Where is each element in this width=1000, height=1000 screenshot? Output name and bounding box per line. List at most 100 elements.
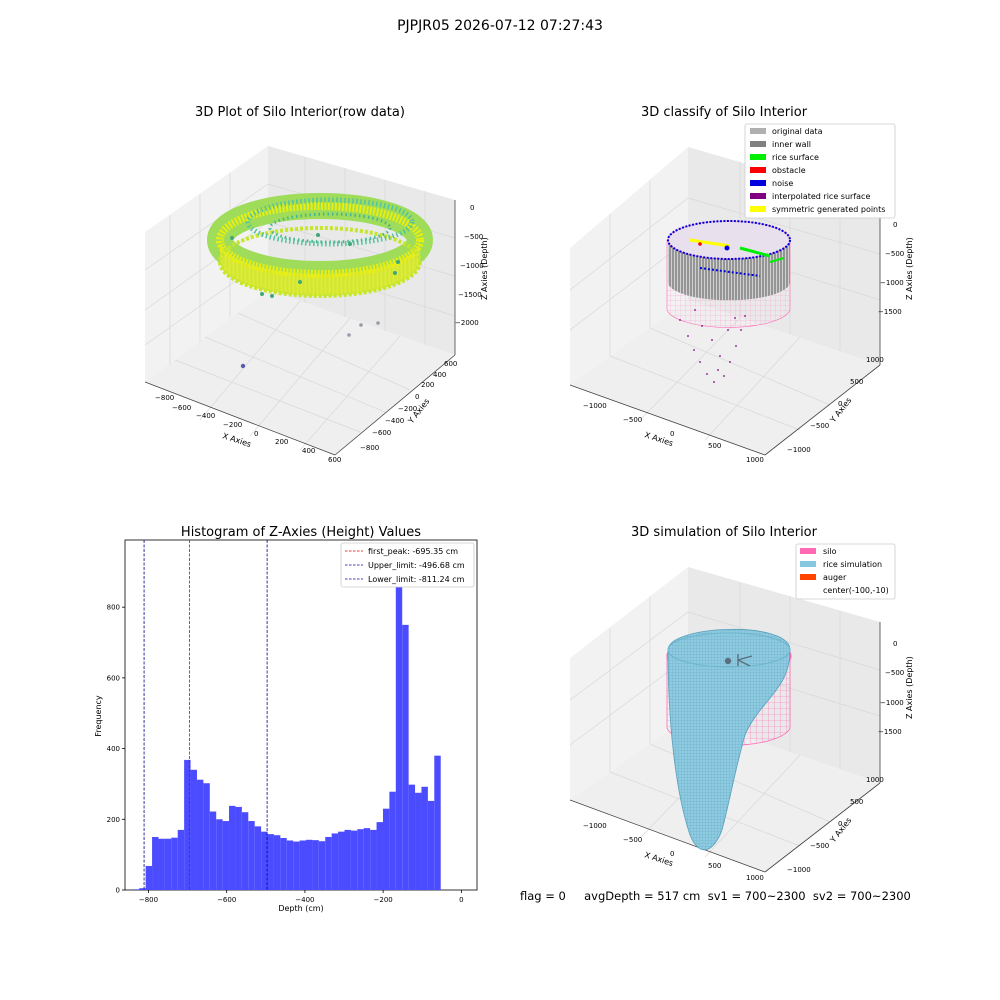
hist-bar	[286, 840, 294, 890]
hist-bar	[325, 836, 332, 890]
svg-text:600: 600	[444, 360, 457, 368]
svg-text:−500: −500	[810, 422, 829, 430]
hist-bar	[350, 830, 358, 890]
hist-y-tick-label: 0	[116, 887, 120, 895]
hist-legend-upper: Upper_limit: -496.68 cm	[368, 561, 465, 570]
hist-x-tick-label: −400	[295, 896, 314, 904]
svg-text:−1500: −1500	[458, 291, 482, 299]
svg-text:200: 200	[421, 381, 434, 389]
svg-text:−1000: −1000	[460, 262, 484, 270]
hist-bar	[338, 831, 345, 890]
legend-swatch-symmetric	[750, 206, 766, 212]
legend-swatch-rice-surface	[750, 154, 766, 160]
legend-symmetric: symmetric generated points	[772, 205, 885, 214]
svg-text:500: 500	[708, 862, 721, 870]
raw-x-label: X Axies	[221, 431, 252, 449]
hist-bar	[402, 624, 409, 890]
panel-classify: 3D classify of Silo Interior	[569, 105, 914, 464]
panel-sim-title: 3D simulation of Silo Interior	[631, 525, 818, 540]
hist-title: Histogram of Z-Axies (Height) Values	[181, 525, 421, 540]
svg-text:0: 0	[670, 850, 674, 858]
hist-bar	[382, 808, 390, 890]
hist-bar	[415, 792, 422, 890]
panel-classify-title: 3D classify of Silo Interior	[641, 105, 808, 120]
legend-original: original data	[772, 127, 823, 136]
classify-legend: original data inner wall rice surface ob…	[744, 123, 896, 219]
hist-x-ticks: −800 −600 −400 −200 0	[139, 890, 464, 904]
hist-bar	[421, 786, 428, 890]
svg-text:−1000: −1000	[880, 279, 904, 287]
svg-text:−1500: −1500	[878, 728, 902, 736]
hist-bar	[344, 829, 351, 890]
sim-legend-swatch-rice	[800, 561, 816, 567]
sim-auger-marker	[724, 654, 753, 667]
svg-text:−1500: −1500	[878, 308, 902, 316]
hist-bar	[190, 769, 197, 890]
hist-x-tick-label: −600	[217, 896, 236, 904]
hist-bar	[306, 839, 313, 890]
sim-legend-rice: rice simulation	[823, 560, 882, 569]
classify-inner-wall	[668, 240, 790, 301]
hist-bar	[427, 800, 435, 890]
svg-text:500: 500	[850, 798, 863, 806]
svg-text:−400: −400	[385, 417, 404, 425]
panel-simulation: 3D simulation of Silo Interior	[569, 525, 914, 882]
raw-z-ticks: 0 −500 −1000 −1500 −2000	[455, 204, 484, 327]
svg-text:−500: −500	[885, 250, 904, 258]
svg-text:−600: −600	[172, 404, 191, 412]
svg-text:600: 600	[328, 456, 341, 464]
hist-x-tick-label: −200	[374, 896, 393, 904]
svg-text:−400: −400	[196, 412, 215, 420]
hist-bar	[229, 805, 236, 890]
hist-bar	[164, 838, 172, 890]
hist-bar	[216, 819, 223, 890]
hist-bar	[184, 759, 191, 890]
hist-y-label: Frequency	[94, 695, 103, 737]
sim-legend-swatch-silo	[800, 548, 816, 554]
classify-noise-ring	[667, 220, 791, 260]
legend-swatch-obstacle	[750, 167, 766, 173]
svg-text:−600: −600	[372, 429, 391, 437]
raw-floor-pane	[145, 290, 455, 455]
hist-bar	[254, 826, 262, 890]
svg-text:500: 500	[850, 378, 863, 386]
hist-x-label: Depth (cm)	[278, 904, 323, 913]
svg-text:1000: 1000	[866, 356, 884, 364]
hist-y-tick-label: 400	[107, 745, 120, 753]
hist-bar	[280, 838, 287, 890]
svg-text:−1000: −1000	[787, 446, 811, 454]
sim-z-ticks: 0 −500 −1000 −1500	[878, 640, 904, 736]
hist-bar	[261, 831, 268, 890]
sim-legend-auger: auger	[823, 573, 847, 582]
hist-bar	[209, 811, 217, 890]
legend-inner-wall: inner wall	[772, 140, 811, 149]
hist-bar	[235, 806, 242, 890]
svg-text:1000: 1000	[746, 456, 764, 464]
sim-rice-surface	[667, 628, 791, 851]
svg-text:0: 0	[670, 430, 674, 438]
classify-y-ticks: 1000 500 0 −500 −1000	[787, 356, 884, 454]
hist-bar	[312, 840, 319, 890]
hist-legend-lower: Lower_limit: -811.24 cm	[368, 575, 465, 584]
legend-swatch-original	[750, 128, 766, 134]
sim-legend: silo rice simulation auger center(-100,-…	[795, 543, 896, 600]
hist-bar	[241, 812, 249, 890]
svg-text:−500: −500	[623, 416, 642, 424]
legend-interpolated: interpolated rice surface	[772, 192, 870, 201]
raw-x-ticks: −800 −600 −400 −200 0 200 400 600	[155, 394, 341, 464]
hist-y-tick-label: 800	[107, 604, 120, 612]
hist-bar	[177, 829, 185, 890]
svg-text:0: 0	[838, 820, 842, 828]
legend-swatch-noise	[750, 180, 766, 186]
svg-text:−500: −500	[885, 669, 904, 677]
hist-bar	[363, 828, 371, 890]
svg-text:−800: −800	[360, 444, 379, 452]
panel-raw-data: 3D Plot of Silo Interior(row data)	[144, 105, 489, 464]
svg-text:400: 400	[302, 447, 315, 455]
svg-text:0: 0	[838, 400, 842, 408]
panel-histogram: Histogram of Z-Axies (Height) Values −80…	[94, 525, 478, 913]
svg-text:−2000: −2000	[455, 319, 479, 327]
hist-bar	[357, 829, 364, 890]
hist-bar	[222, 821, 230, 890]
